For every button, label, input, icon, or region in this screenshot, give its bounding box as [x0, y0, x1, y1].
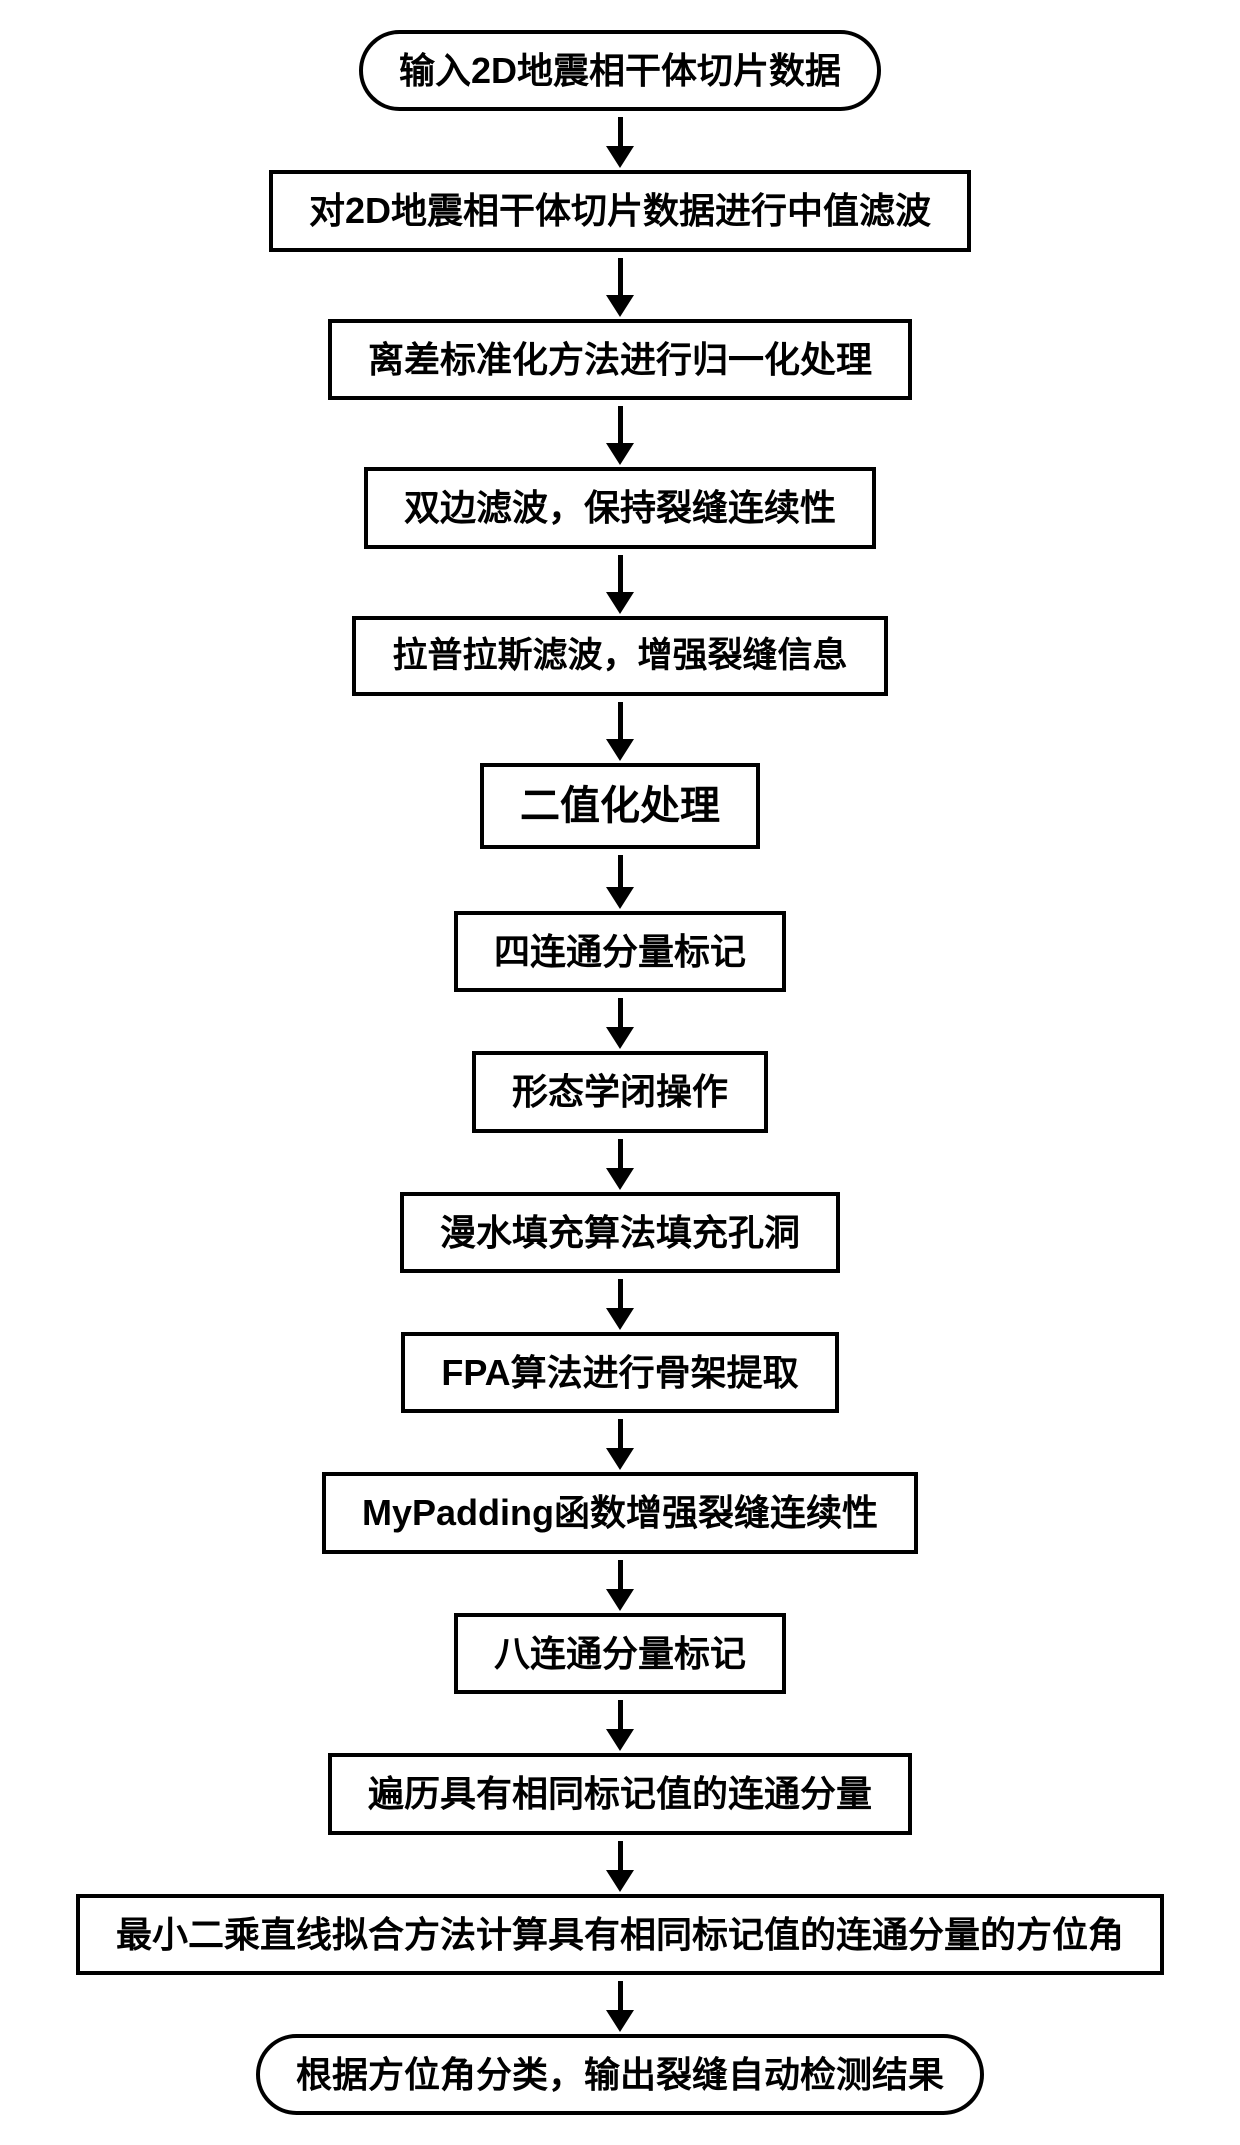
flow-node-label: 二值化处理	[520, 784, 720, 828]
arrow-line	[618, 998, 623, 1028]
flow-arrow	[606, 1700, 634, 1751]
flow-node-n4: 拉普拉斯滤波，增强裂缝信息	[352, 616, 887, 696]
arrow-line	[618, 258, 623, 296]
flow-node-label: 拉普拉斯滤波，增强裂缝信息	[392, 636, 847, 675]
arrow-head-icon	[606, 739, 634, 761]
arrow-line	[618, 117, 623, 147]
arrow-head-icon	[606, 592, 634, 614]
flow-arrow	[606, 1560, 634, 1611]
flow-node-n9: FPA算法进行骨架提取	[401, 1332, 838, 1413]
flow-arrow	[606, 1279, 634, 1330]
arrow-line	[618, 1139, 623, 1169]
flow-node-n11: 八连通分量标记	[454, 1613, 786, 1694]
flow-node-label: 八连通分量标记	[494, 1633, 746, 1674]
arrow-head-icon	[606, 1589, 634, 1611]
arrow-line	[618, 555, 623, 593]
flow-node-label: MyPadding函数增强裂缝连续性	[362, 1492, 878, 1533]
arrow-line	[618, 1279, 623, 1309]
flow-node-n8: 漫水填充算法填充孔洞	[400, 1192, 840, 1273]
flow-node-label: 输入2D地震相干体切片数据	[399, 50, 841, 91]
flow-node-n7: 形态学闭操作	[472, 1051, 768, 1132]
flow-arrow	[606, 1981, 634, 2032]
flow-arrow	[606, 117, 634, 168]
flow-node-n12: 遍历具有相同标记值的连通分量	[328, 1753, 912, 1834]
arrow-head-icon	[606, 1448, 634, 1470]
flow-node-n6: 四连通分量标记	[454, 911, 786, 992]
arrow-line	[618, 1419, 623, 1449]
arrow-head-icon	[606, 443, 634, 465]
arrow-head-icon	[606, 1870, 634, 1892]
flow-node-n5: 二值化处理	[480, 763, 760, 849]
flow-arrow	[606, 998, 634, 1049]
flow-node-n0: 输入2D地震相干体切片数据	[359, 30, 881, 111]
flow-node-label: 形态学闭操作	[512, 1071, 728, 1112]
flow-node-label: 根据方位角分类，输出裂缝自动检测结果	[296, 2054, 944, 2095]
flow-node-n10: MyPadding函数增强裂缝连续性	[322, 1472, 918, 1553]
flow-node-label: 对2D地震相干体切片数据进行中值滤波	[309, 190, 931, 231]
arrow-head-icon	[606, 1168, 634, 1190]
flowchart-container: 输入2D地震相干体切片数据对2D地震相干体切片数据进行中值滤波离差标准化方法进行…	[20, 30, 1220, 2115]
flow-arrow	[606, 1841, 634, 1892]
arrow-line	[618, 702, 623, 740]
flow-node-n13: 最小二乘直线拟合方法计算具有相同标记值的连通分量的方位角	[76, 1894, 1164, 1975]
flow-node-label: 漫水填充算法填充孔洞	[440, 1212, 800, 1253]
arrow-line	[618, 1560, 623, 1590]
flow-arrow	[606, 406, 634, 465]
arrow-head-icon	[606, 295, 634, 317]
arrow-head-icon	[606, 1729, 634, 1751]
flow-node-label: FPA算法进行骨架提取	[441, 1352, 798, 1393]
flow-node-label: 最小二乘直线拟合方法计算具有相同标记值的连通分量的方位角	[116, 1914, 1124, 1955]
arrow-head-icon	[606, 2010, 634, 2032]
flow-node-n14: 根据方位角分类，输出裂缝自动检测结果	[256, 2034, 984, 2115]
arrow-head-icon	[606, 1308, 634, 1330]
flow-node-label: 双边滤波，保持裂缝连续性	[404, 487, 836, 528]
flow-arrow	[606, 555, 634, 614]
flow-node-n1: 对2D地震相干体切片数据进行中值滤波	[269, 170, 971, 251]
flow-node-n2: 离差标准化方法进行归一化处理	[328, 319, 912, 400]
arrow-line	[618, 855, 623, 888]
arrow-line	[618, 406, 623, 444]
arrow-line	[618, 1841, 623, 1871]
flow-node-label: 四连通分量标记	[494, 931, 746, 972]
flow-arrow	[606, 855, 634, 909]
flow-arrow	[606, 1139, 634, 1190]
flow-node-label: 离差标准化方法进行归一化处理	[368, 339, 872, 380]
flow-node-label: 遍历具有相同标记值的连通分量	[368, 1773, 872, 1814]
arrow-head-icon	[606, 887, 634, 909]
arrow-line	[618, 1700, 623, 1730]
flow-node-n3: 双边滤波，保持裂缝连续性	[364, 467, 876, 548]
arrow-head-icon	[606, 146, 634, 168]
flow-arrow	[606, 702, 634, 761]
arrow-head-icon	[606, 1027, 634, 1049]
flow-arrow	[606, 1419, 634, 1470]
arrow-line	[618, 1981, 623, 2011]
flow-arrow	[606, 258, 634, 317]
